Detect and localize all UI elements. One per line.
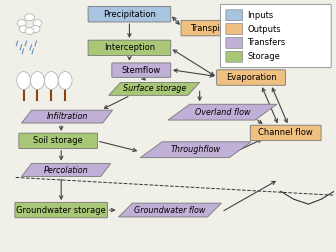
Text: Evaporation: Evaporation — [226, 73, 277, 82]
Ellipse shape — [17, 72, 31, 89]
FancyBboxPatch shape — [181, 20, 254, 36]
FancyBboxPatch shape — [15, 202, 108, 218]
Text: Outputs: Outputs — [247, 25, 281, 34]
Polygon shape — [109, 82, 200, 95]
Text: Throughflow: Throughflow — [171, 145, 221, 154]
Text: Transpiration: Transpiration — [190, 24, 245, 33]
Text: Interception: Interception — [104, 43, 155, 52]
Text: Transfers: Transfers — [247, 38, 285, 47]
Polygon shape — [22, 110, 113, 123]
Text: Overland flow: Overland flow — [195, 108, 250, 117]
Text: Storage: Storage — [247, 52, 280, 61]
FancyBboxPatch shape — [220, 4, 331, 68]
FancyBboxPatch shape — [88, 40, 171, 56]
Text: Groundwater flow: Groundwater flow — [134, 206, 206, 214]
Ellipse shape — [25, 14, 35, 21]
Ellipse shape — [58, 72, 72, 89]
FancyBboxPatch shape — [19, 133, 97, 148]
Ellipse shape — [17, 20, 26, 27]
FancyBboxPatch shape — [226, 51, 243, 62]
Text: Percolation: Percolation — [44, 166, 88, 174]
FancyBboxPatch shape — [112, 63, 171, 77]
Polygon shape — [168, 104, 277, 120]
Text: Soil storage: Soil storage — [33, 136, 83, 145]
Text: Precipitation: Precipitation — [103, 10, 156, 19]
Text: Channel flow: Channel flow — [258, 129, 313, 137]
Ellipse shape — [25, 28, 34, 35]
Polygon shape — [140, 142, 251, 158]
FancyBboxPatch shape — [217, 70, 286, 85]
Text: Surface storage: Surface storage — [123, 84, 186, 93]
Text: Infiltration: Infiltration — [46, 112, 88, 121]
Ellipse shape — [19, 26, 28, 33]
Ellipse shape — [31, 72, 44, 89]
Ellipse shape — [33, 20, 42, 27]
Ellipse shape — [44, 72, 58, 89]
Ellipse shape — [31, 26, 40, 33]
Polygon shape — [22, 164, 111, 176]
FancyBboxPatch shape — [226, 24, 243, 35]
FancyBboxPatch shape — [250, 125, 321, 141]
Text: Inputs: Inputs — [247, 11, 274, 20]
FancyBboxPatch shape — [88, 7, 171, 22]
FancyBboxPatch shape — [226, 38, 243, 48]
FancyBboxPatch shape — [226, 10, 243, 21]
Polygon shape — [119, 203, 221, 217]
Text: Groundwater storage: Groundwater storage — [16, 206, 106, 214]
Text: Stemflow: Stemflow — [122, 66, 161, 75]
